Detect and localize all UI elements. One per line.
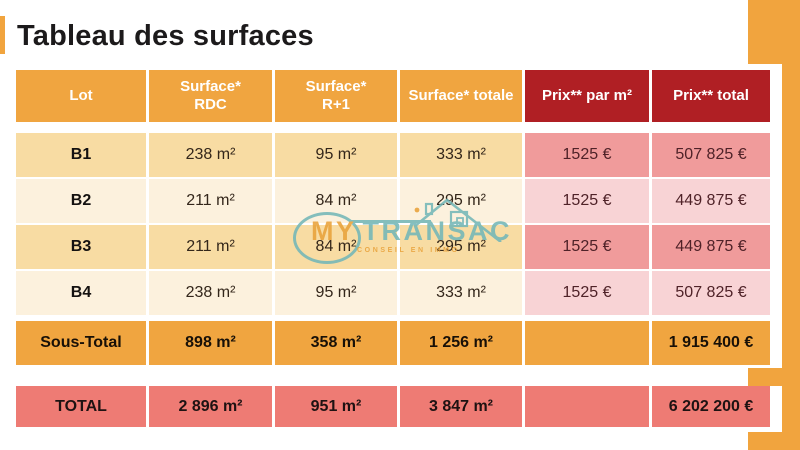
right-border-decoration [782,0,800,450]
cell-b1-prix-m2: 1525 € [525,133,649,177]
cell-sous-total-prix-total: 1 915 400 € [652,321,770,365]
table-header-row: Lot Surface* RDC Surface* R+1 Surface* t… [16,70,770,122]
cell-b3-prix-total: 449 875 € [652,225,770,269]
header-surface-totale: Surface* totale [400,70,522,122]
cell-b1-rdc: 238 m² [149,133,272,177]
cell-b4-prix-m2: 1525 € [525,271,649,315]
header-surface-rdc: Surface* RDC [149,70,272,122]
cell-sous-total-prix-m2 [525,321,649,365]
table-row-b4: B4 238 m² 95 m² 333 m² 1525 € 507 825 € [16,271,770,315]
cell-b1-r1: 95 m² [275,133,397,177]
cell-b4-lot: B4 [16,271,146,315]
cell-sous-total-totale: 1 256 m² [400,321,522,365]
cell-total-prix-m2 [525,386,649,427]
cell-b2-prix-total: 449 875 € [652,179,770,223]
bottom-right-corner-decoration [748,432,800,450]
table-row-sous-total: Sous-Total 898 m² 358 m² 1 256 m² 1 915 … [16,321,770,365]
left-border-decoration [0,16,5,54]
cell-b3-totale: 295 m² [400,225,522,269]
cell-total-rdc: 2 896 m² [149,386,272,427]
header-prix-par-m2: Prix** par m² [525,70,649,122]
cell-b4-r1: 95 m² [275,271,397,315]
cell-b2-rdc: 211 m² [149,179,272,223]
cell-total-totale: 3 847 m² [400,386,522,427]
header-lot: Lot [16,70,146,122]
cell-total-r1: 951 m² [275,386,397,427]
cell-total-label: TOTAL [16,386,146,427]
cell-b3-r1: 84 m² [275,225,397,269]
cell-b4-totale: 333 m² [400,271,522,315]
cell-b3-prix-m2: 1525 € [525,225,649,269]
cell-b2-prix-m2: 1525 € [525,179,649,223]
cell-b1-lot: B1 [16,133,146,177]
cell-b4-prix-total: 507 825 € [652,271,770,315]
cell-sous-total-rdc: 898 m² [149,321,272,365]
top-right-corner-decoration [748,0,800,64]
cell-b2-r1: 84 m² [275,179,397,223]
cell-b3-lot: B3 [16,225,146,269]
cell-sous-total-label: Sous-Total [16,321,146,365]
cell-b1-totale: 333 m² [400,133,522,177]
mid-right-decoration [748,368,800,386]
cell-b3-rdc: 211 m² [149,225,272,269]
cell-b2-totale: 295 m² [400,179,522,223]
table-row-b2: B2 211 m² 84 m² 295 m² 1525 € 449 875 € [16,179,770,223]
cell-b2-lot: B2 [16,179,146,223]
header-prix-total: Prix** total [652,70,770,122]
cell-b4-rdc: 238 m² [149,271,272,315]
page-title: Tableau des surfaces [17,20,314,52]
surfaces-table: Lot Surface* RDC Surface* R+1 Surface* t… [16,70,770,427]
cell-sous-total-r1: 358 m² [275,321,397,365]
header-surface-r1: Surface* R+1 [275,70,397,122]
cell-b1-prix-total: 507 825 € [652,133,770,177]
cell-total-prix-total: 6 202 200 € [652,386,770,427]
table-row-total: TOTAL 2 896 m² 951 m² 3 847 m² 6 202 200… [16,386,770,427]
table-row-b1: B1 238 m² 95 m² 333 m² 1525 € 507 825 € [16,133,770,177]
table-row-b3: B3 211 m² 84 m² 295 m² 1525 € 449 875 € [16,225,770,269]
